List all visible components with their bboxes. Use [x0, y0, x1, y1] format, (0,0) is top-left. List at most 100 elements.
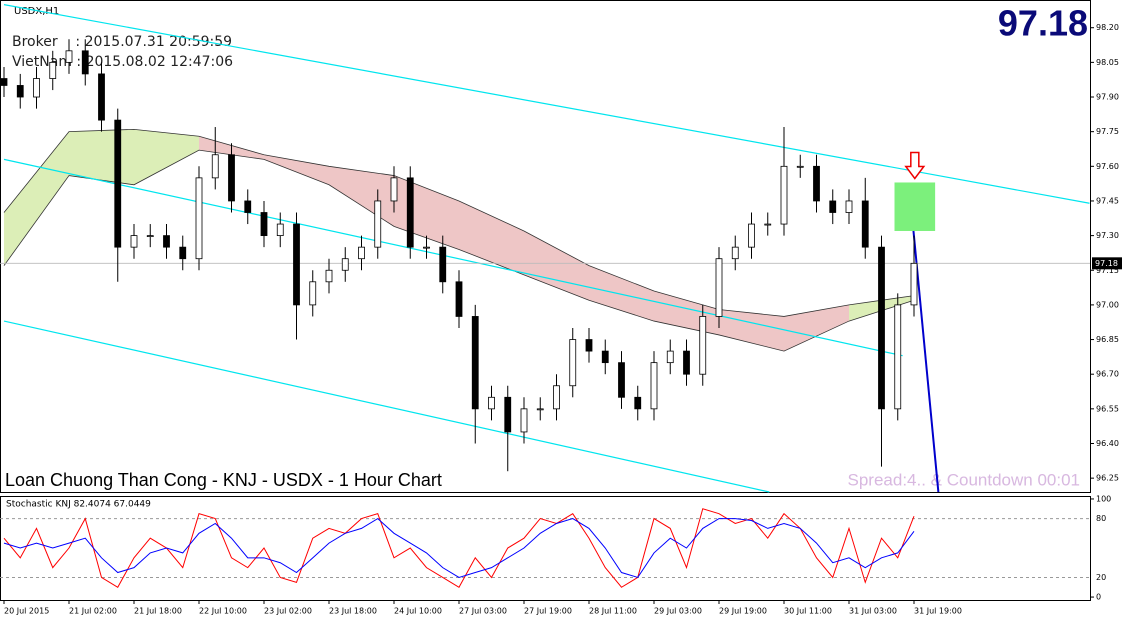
candle-body [439, 246, 447, 283]
cloud-band [459, 200, 524, 275]
y-tick-label: 97.30 [1096, 231, 1119, 240]
y-tick-label: 96.55 [1096, 404, 1119, 413]
x-tick-label: 31 Jul 03:00 [849, 607, 897, 616]
candle-body [715, 258, 723, 317]
candle-body [601, 350, 609, 364]
candle-body [341, 258, 349, 271]
candle-body [634, 396, 642, 410]
cloud-band [329, 166, 394, 227]
x-tick-label: 29 Jul 19:00 [719, 607, 767, 616]
candle-body [211, 154, 219, 179]
candle-body [780, 165, 788, 225]
candle-body [260, 212, 268, 237]
signal-box [894, 182, 936, 231]
x-tick-label: 28 Jul 11:00 [589, 607, 637, 616]
y-tick-label: 80 [1096, 514, 1106, 523]
y-tick-label: 98.20 [1096, 23, 1119, 32]
candle-body [748, 223, 755, 248]
y-tick-label: 98.05 [1096, 58, 1119, 67]
candle-body [146, 235, 154, 238]
candle-body [618, 362, 625, 398]
candle-body [309, 281, 317, 306]
candle-body [130, 235, 138, 248]
y-tick-label: 100 [1096, 494, 1111, 503]
candle-body [488, 396, 495, 410]
candle-body [683, 350, 690, 375]
candle-body [471, 316, 479, 410]
cloud-band [134, 129, 199, 185]
candle-body [228, 154, 235, 202]
candle-body [406, 177, 414, 248]
indicator-title: Stochastic KNJ 82.4074 67.0449 [6, 500, 151, 510]
candle-body [845, 200, 853, 213]
candle-body [861, 200, 869, 248]
candle-body [390, 177, 398, 202]
candle-body [293, 223, 300, 306]
candle-body [16, 85, 24, 98]
candle-body [358, 246, 365, 260]
candle-body [114, 119, 122, 248]
y-tick-label: 97.75 [1096, 127, 1119, 136]
last-price-big: 97.18 [998, 3, 1088, 44]
x-tick-label: 23 Jul 18:00 [329, 607, 377, 616]
candle-body [650, 362, 658, 410]
candle-body [276, 223, 284, 237]
x-tick-label: 29 Jul 03:00 [654, 607, 702, 616]
cloud-band [524, 230, 589, 301]
footer: Loan Chuong Than Cong - KNJ - USDX - 1 H… [5, 470, 442, 490]
cloud-band [69, 129, 134, 185]
candle-body [163, 235, 170, 248]
candle-body [0, 78, 8, 86]
y-tick-label: 96.25 [1096, 474, 1119, 483]
price-tag [1092, 257, 1122, 270]
candle-body [33, 78, 40, 98]
candle-body [796, 165, 804, 168]
y-tick-label: 97.15 [1096, 266, 1119, 275]
main-frame [0, 0, 1091, 493]
symbol: USDX,H1 [14, 6, 59, 17]
moving-average [3, 128, 915, 317]
candle-body [699, 316, 707, 375]
cloud-band [264, 154, 329, 185]
x-tick-label: 21 Jul 02:00 [69, 607, 117, 616]
candle-body [894, 304, 902, 410]
x-tick-label: 24 Jul 10:00 [394, 607, 442, 616]
candle-body [536, 408, 544, 411]
candle-body [910, 262, 918, 306]
x-tick-label: 27 Jul 19:00 [524, 607, 572, 616]
price-tag-label: 97.18 [1095, 259, 1118, 268]
candle-body [179, 246, 187, 260]
candle-body [81, 50, 89, 75]
trend-line [911, 219, 940, 493]
candle-body [325, 269, 333, 283]
x-tick-label: 22 Jul 10:00 [199, 607, 247, 616]
x-tick-label: 27 Jul 03:00 [459, 607, 507, 616]
y-tick-label: 97.45 [1096, 196, 1119, 205]
y-tick-label: 96.40 [1096, 439, 1119, 448]
x-tick-label: 20 Jul 2015 [4, 607, 49, 616]
candle-body [98, 73, 105, 121]
trend-line [3, 158, 903, 357]
x-tick-label: 21 Jul 18:00 [134, 607, 182, 616]
candle-body [731, 246, 739, 260]
x-tick-label: 31 Jul 19:00 [914, 607, 962, 616]
candle-body [504, 396, 512, 433]
candle-body [244, 200, 252, 213]
candle-body [553, 385, 560, 410]
y-tick-label: 20 [1096, 573, 1106, 582]
candle-body [195, 177, 203, 260]
cloud-band [4, 131, 69, 266]
y-tick-label: 97.60 [1096, 162, 1119, 171]
candle-body [49, 61, 57, 79]
local-time: VietNam : 2015.08.02 12:47:06 [12, 54, 233, 70]
trend-line [3, 320, 770, 493]
stochastic-line [3, 508, 915, 588]
y-tick-label: 96.70 [1096, 370, 1119, 379]
spread-text: Spread:4.. & Countdown 00:01 [848, 470, 1081, 489]
y-tick-label: 97.90 [1096, 93, 1119, 102]
candle-body [374, 200, 382, 248]
x-tick-label: 30 Jul 11:00 [784, 607, 832, 616]
y-tick-label: 96.85 [1096, 335, 1119, 344]
